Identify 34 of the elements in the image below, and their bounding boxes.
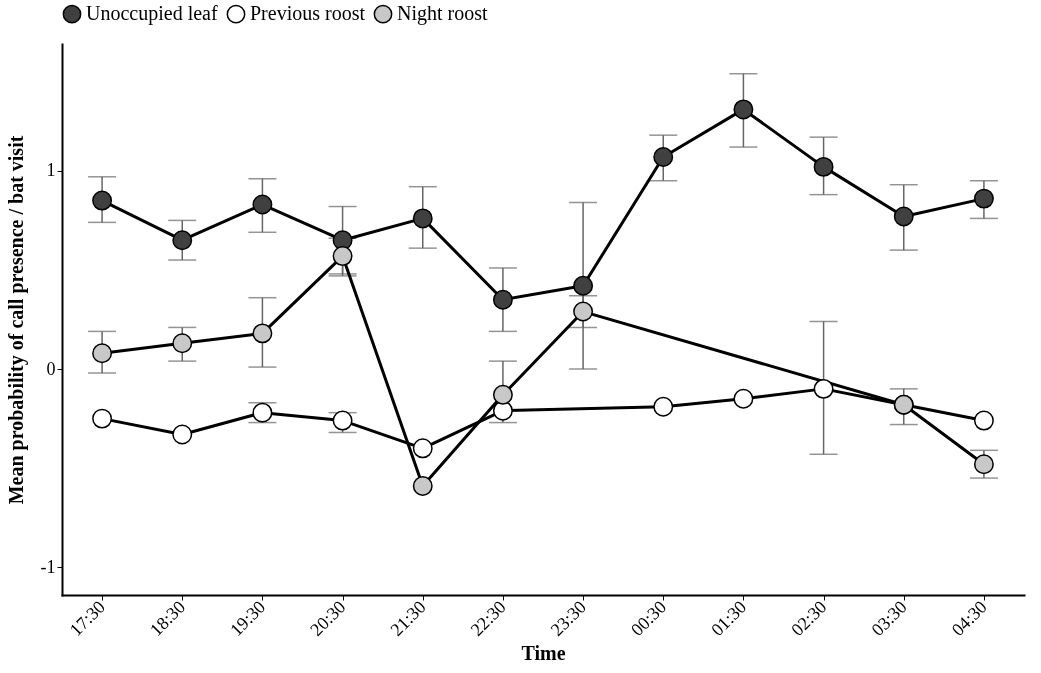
legend-label: Previous roost [250,2,366,25]
point [92,408,113,429]
point [172,333,193,354]
point [412,438,433,459]
point [973,188,994,209]
point [172,230,193,251]
point [92,343,113,364]
y-tick-label: -1 [40,556,56,577]
y-axis-title: Mean probability of call presence / bat visit [4,135,28,505]
point [492,384,513,405]
point [573,301,594,322]
point [733,388,754,409]
point [973,410,994,431]
x-axis-title: Time [521,641,566,664]
point [573,275,594,296]
legend-label: Night roost [397,2,488,26]
y-tick-label: 1 [46,160,56,181]
point [893,206,914,227]
y-tick-label: 0 [46,358,56,379]
point [252,323,273,344]
point [813,378,834,399]
point [653,396,674,417]
point [252,194,273,215]
point [653,147,674,167]
point [412,476,433,496]
point [332,246,353,267]
point [813,156,834,177]
point [412,208,433,229]
point [172,424,193,445]
legend-label: Unoccupied leaf [86,2,218,26]
point [492,289,513,310]
point [973,454,994,475]
point [92,190,113,211]
point [733,99,754,120]
